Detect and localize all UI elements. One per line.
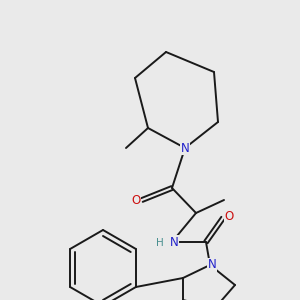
Text: N: N xyxy=(208,259,216,272)
Text: N: N xyxy=(181,142,189,154)
Text: O: O xyxy=(131,194,141,206)
Text: H: H xyxy=(156,238,164,248)
Text: N: N xyxy=(169,236,178,248)
Text: O: O xyxy=(224,209,234,223)
